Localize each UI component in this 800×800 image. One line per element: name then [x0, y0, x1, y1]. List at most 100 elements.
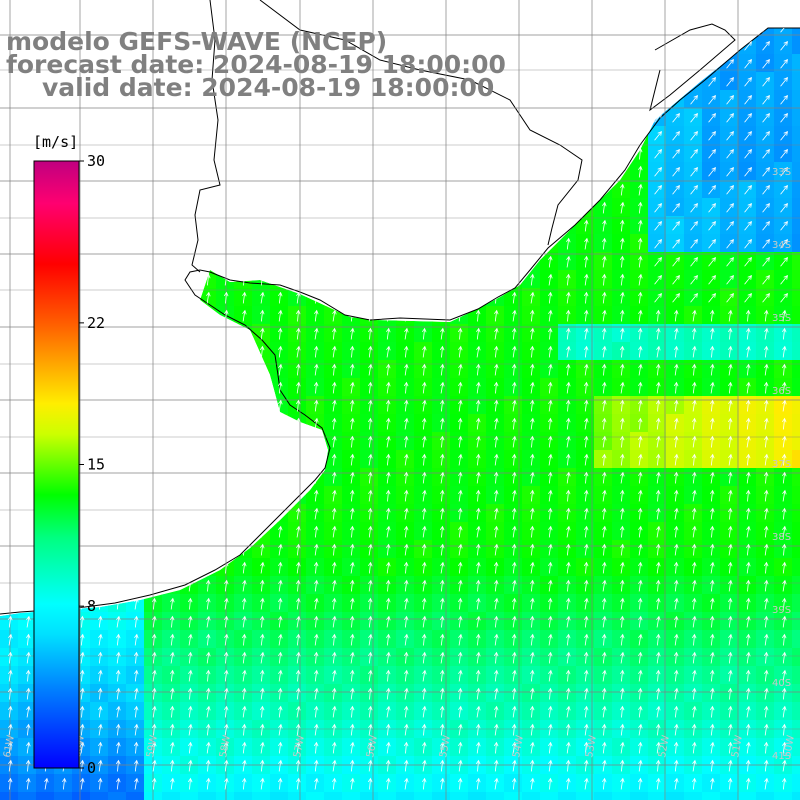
wind-arrow [708, 275, 716, 285]
wind-arrow [206, 741, 211, 754]
wind-arrow [314, 543, 319, 556]
wind-arrow [762, 221, 770, 231]
wind-arrow [782, 669, 787, 682]
wind-arrow [26, 615, 31, 628]
lat-label: 36S [772, 386, 791, 397]
wind-arrow [583, 435, 589, 448]
wind-arrow [710, 633, 715, 646]
wind-arrow [80, 723, 85, 736]
wind-arrow [744, 203, 752, 213]
wind-arrow [152, 741, 157, 754]
wind-arrow [674, 597, 679, 610]
wind-arrow [638, 183, 643, 196]
wind-arrow [224, 723, 229, 736]
wind-arrow [314, 579, 319, 592]
wind-arrow [583, 471, 589, 484]
wind-arrow [620, 417, 625, 430]
wind-arrow [296, 705, 301, 718]
wind-arrow [762, 77, 770, 87]
wind-arrow [349, 615, 355, 628]
wind-arrow [584, 597, 589, 610]
wind-arrow [511, 327, 517, 340]
wind-arrow [638, 633, 643, 646]
wind-arrow [116, 705, 121, 718]
wind-arrow [385, 669, 391, 682]
wind-arrow [151, 687, 157, 700]
wind-arrow [782, 705, 787, 718]
wind-arrow [727, 777, 733, 790]
wind-arrow [692, 489, 697, 502]
wind-arrow [620, 327, 625, 340]
wind-arrow [710, 741, 715, 754]
wind-arrow [674, 399, 679, 412]
wind-arrow [673, 381, 679, 394]
wind-arrow [655, 633, 661, 646]
wind-arrow [439, 435, 445, 448]
wind-arrow [350, 741, 355, 754]
wind-arrow [727, 741, 733, 754]
wind-arrow [133, 741, 139, 754]
wind-arrow [746, 471, 751, 484]
wind-arrow [422, 525, 427, 538]
lon-label: 52W [657, 734, 672, 758]
wind-arrow [654, 203, 662, 213]
wind-arrow [548, 633, 553, 646]
wind-arrow [206, 777, 211, 790]
wind-arrow [530, 291, 535, 304]
wind-arrow [781, 543, 787, 556]
wind-arrow [656, 561, 661, 574]
wind-arrow [781, 327, 787, 340]
wind-arrow [511, 363, 517, 376]
wind-arrow [332, 489, 337, 502]
wind-arrow [529, 345, 535, 358]
wind-arrow [332, 651, 337, 664]
wind-arrow [440, 651, 445, 664]
wind-arrow [332, 561, 337, 574]
wind-arrow [746, 525, 751, 538]
wind-arrow [80, 687, 85, 700]
wind-arrow [476, 345, 481, 358]
wind-arrow [654, 239, 662, 249]
wind-arrow [726, 59, 734, 69]
wind-arrow [530, 471, 535, 484]
wind-arrow [692, 615, 697, 628]
wind-arrow [744, 131, 752, 141]
wind-arrow [512, 561, 517, 574]
wind-arrow [169, 705, 175, 718]
wind-arrow [762, 275, 770, 285]
wind-arrow [332, 525, 337, 538]
wind-arrow [547, 291, 553, 304]
wind-arrow [187, 777, 193, 790]
wind-arrow [457, 507, 463, 520]
wind-arrow [205, 669, 211, 682]
wind-arrow [80, 651, 85, 664]
wind-arrow [350, 651, 355, 664]
wind-arrow [654, 149, 662, 159]
wind-arrow [529, 435, 535, 448]
wind-arrow [512, 291, 517, 304]
wind-arrow [206, 615, 211, 628]
wind-arrow [764, 687, 769, 700]
wind-arrow [206, 651, 211, 664]
wind-arrow [404, 399, 409, 412]
wind-arrow [260, 651, 265, 664]
wind-arrow [744, 77, 752, 87]
wind-arrow [728, 759, 733, 772]
wind-arrow [745, 633, 751, 646]
wind-arrow [367, 561, 373, 574]
wind-arrow [116, 615, 121, 628]
wind-arrow [368, 543, 373, 556]
wind-arrow [385, 723, 391, 736]
wind-arrow [780, 239, 788, 249]
wind-arrow [260, 291, 265, 304]
wind-arrow [386, 507, 391, 520]
wind-arrow [744, 275, 752, 285]
wind-arrow [367, 417, 373, 430]
wind-arrow [619, 615, 625, 628]
wind-arrow [654, 221, 662, 231]
wind-arrow [422, 705, 427, 718]
wind-arrow [80, 633, 85, 646]
wind-arrow [367, 381, 373, 394]
wind-arrow [601, 687, 607, 700]
wind-arrow [25, 633, 31, 646]
